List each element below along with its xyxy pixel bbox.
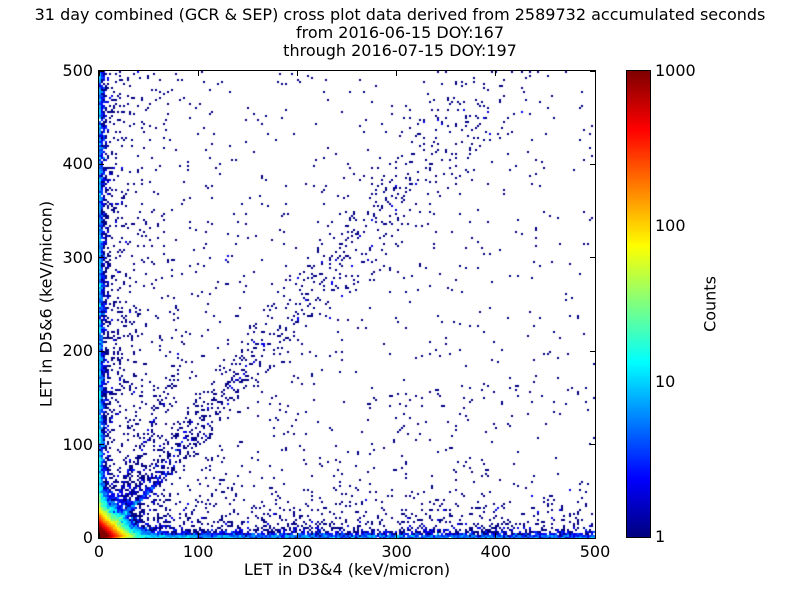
x-tick-mark xyxy=(296,533,298,538)
x-tick-mark-top xyxy=(98,71,100,76)
y-tick-mark xyxy=(99,257,104,259)
colorbar-label: Counts xyxy=(700,276,720,332)
y-tick-label: 400 xyxy=(62,154,93,174)
y-axis-label: LET in D5&6 (keV/micron) xyxy=(36,200,56,408)
y-tick-label: 500 xyxy=(62,61,93,80)
colorbar-tick-label: 10 xyxy=(655,371,676,391)
x-tick-mark-top xyxy=(495,71,497,76)
x-tick-label: 200 xyxy=(282,542,313,561)
y-tick-label: 300 xyxy=(62,247,93,267)
y-tick-mark-right xyxy=(590,350,595,352)
x-tick-mark-top xyxy=(396,71,398,76)
x-tick-mark-top xyxy=(594,71,596,76)
y-tick-mark xyxy=(99,444,104,446)
x-tick-mark xyxy=(197,533,199,538)
y-tick-mark-right xyxy=(590,70,595,72)
y-tick-mark xyxy=(99,537,104,539)
y-tick-mark xyxy=(99,70,104,72)
x-tick-label: 300 xyxy=(381,542,412,561)
y-tick-mark-right xyxy=(590,537,595,539)
x-tick-mark-top xyxy=(296,71,298,76)
chart-title: 31 day combined (GCR & SEP) cross plot d… xyxy=(0,6,800,60)
colorbar-frame xyxy=(626,70,651,538)
y-tick-label: 200 xyxy=(62,341,93,361)
y-tick-mark xyxy=(99,163,104,165)
colorbar-tick-label: 100 xyxy=(655,216,686,236)
x-tick-mark-top xyxy=(197,71,199,76)
y-tick-mark-right xyxy=(590,444,595,446)
y-tick-label: 100 xyxy=(62,434,93,454)
x-tick-label: 100 xyxy=(182,542,214,561)
colorbar-tick-label: 1000 xyxy=(655,61,696,80)
title-line-2: from 2016-06-15 DOY:167 xyxy=(295,23,504,42)
x-tick-mark xyxy=(98,533,100,538)
title-line-1: 31 day combined (GCR & SEP) cross plot d… xyxy=(34,5,766,24)
x-tick-mark xyxy=(495,533,497,538)
y-tick-mark-right xyxy=(590,163,595,165)
x-axis-label: LET in D3&4 (keV/micron) xyxy=(243,560,451,579)
y-tick-label: 0 xyxy=(82,528,93,547)
colorbar-gradient-canvas xyxy=(627,71,650,537)
title-line-3: through 2016-07-15 DOY:197 xyxy=(283,41,517,60)
x-tick-mark xyxy=(594,533,596,538)
y-tick-mark xyxy=(99,350,104,352)
scatter-heatmap-canvas xyxy=(99,71,595,538)
x-tick-label: 400 xyxy=(480,542,512,561)
x-tick-mark xyxy=(396,533,398,538)
x-tick-label: 500 xyxy=(579,542,611,561)
y-tick-mark-right xyxy=(590,257,595,259)
x-tick-label: 0 xyxy=(93,542,105,561)
colorbar-tick-label: 1 xyxy=(655,527,666,546)
